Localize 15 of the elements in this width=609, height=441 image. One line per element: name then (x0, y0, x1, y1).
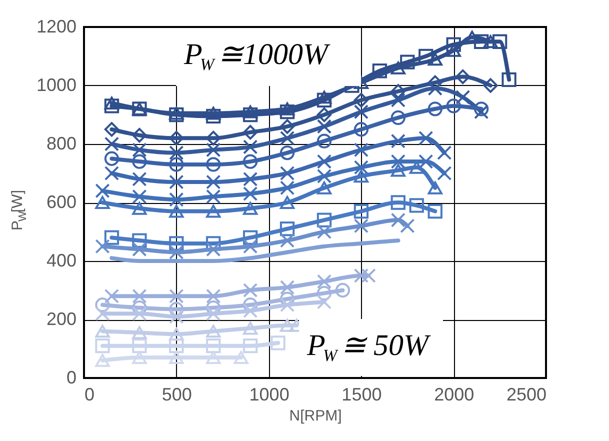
x-tick-label: 1000 (249, 384, 290, 404)
y-axis-title: PW[W] (9, 190, 29, 230)
y-tick-label: 200 (46, 309, 76, 329)
x-tick-label: 0 (84, 384, 95, 404)
y-tick-label: 0 (66, 368, 76, 388)
y-tick-label: 600 (46, 192, 76, 212)
x-tick-label: 2500 (506, 384, 546, 404)
y-tick-label: 400 (46, 250, 76, 270)
y-tick-label: 800 (46, 134, 76, 154)
y-tick-label: 1000 (36, 75, 76, 95)
y-tick-label: 1200 (36, 16, 76, 36)
x-tick-label: 500 (162, 384, 192, 404)
x-axis-title: N[RPM] (289, 408, 342, 424)
x-tick-label: 1500 (342, 384, 382, 404)
x-tick-label: 2000 (434, 384, 474, 404)
